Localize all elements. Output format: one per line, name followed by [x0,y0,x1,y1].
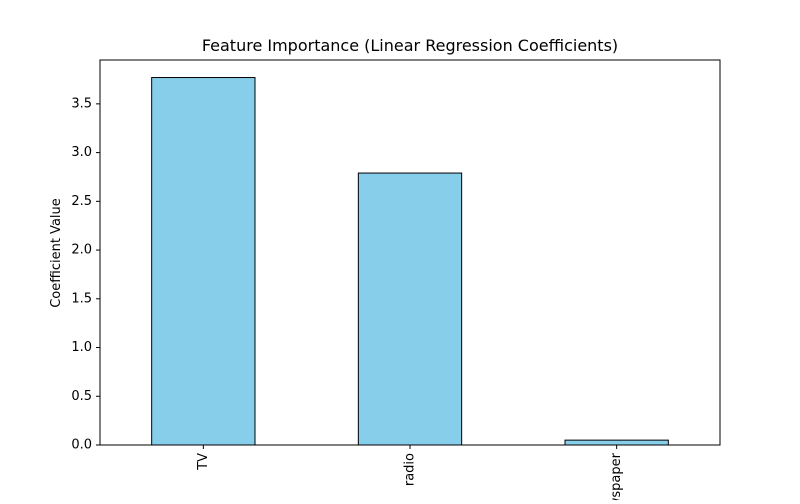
y-axis-label: Coefficient Value [49,198,64,308]
x-axis-ticks: TV radio newspaper [196,445,624,504]
y-tick-label: 1.5 [71,291,92,306]
y-tick-label: 3.5 [71,96,92,111]
x-tick-label: TV [196,453,211,471]
y-tick-label: 2.5 [71,194,92,209]
bar-series [151,77,669,446]
y-tick-label: 0.0 [71,438,92,453]
plot-area-frame [99,59,721,446]
y-tick-label: 3.0 [71,145,92,160]
y-axis-ticks: 0.0 0.5 1.0 1.5 2.0 2.5 3.0 3.5 [71,96,100,453]
x-tick-label: newspaper [609,452,624,500]
bar-TV [151,77,256,446]
y-tick-label: 1.0 [71,340,92,355]
chart-title: Feature Importance (Linear Regression Co… [202,36,618,55]
y-tick-label: 0.5 [71,389,92,404]
bar-radio [357,172,463,446]
y-tick-label: 2.0 [71,243,92,258]
bar-newspaper [564,439,669,446]
x-tick-label: radio [403,453,418,486]
